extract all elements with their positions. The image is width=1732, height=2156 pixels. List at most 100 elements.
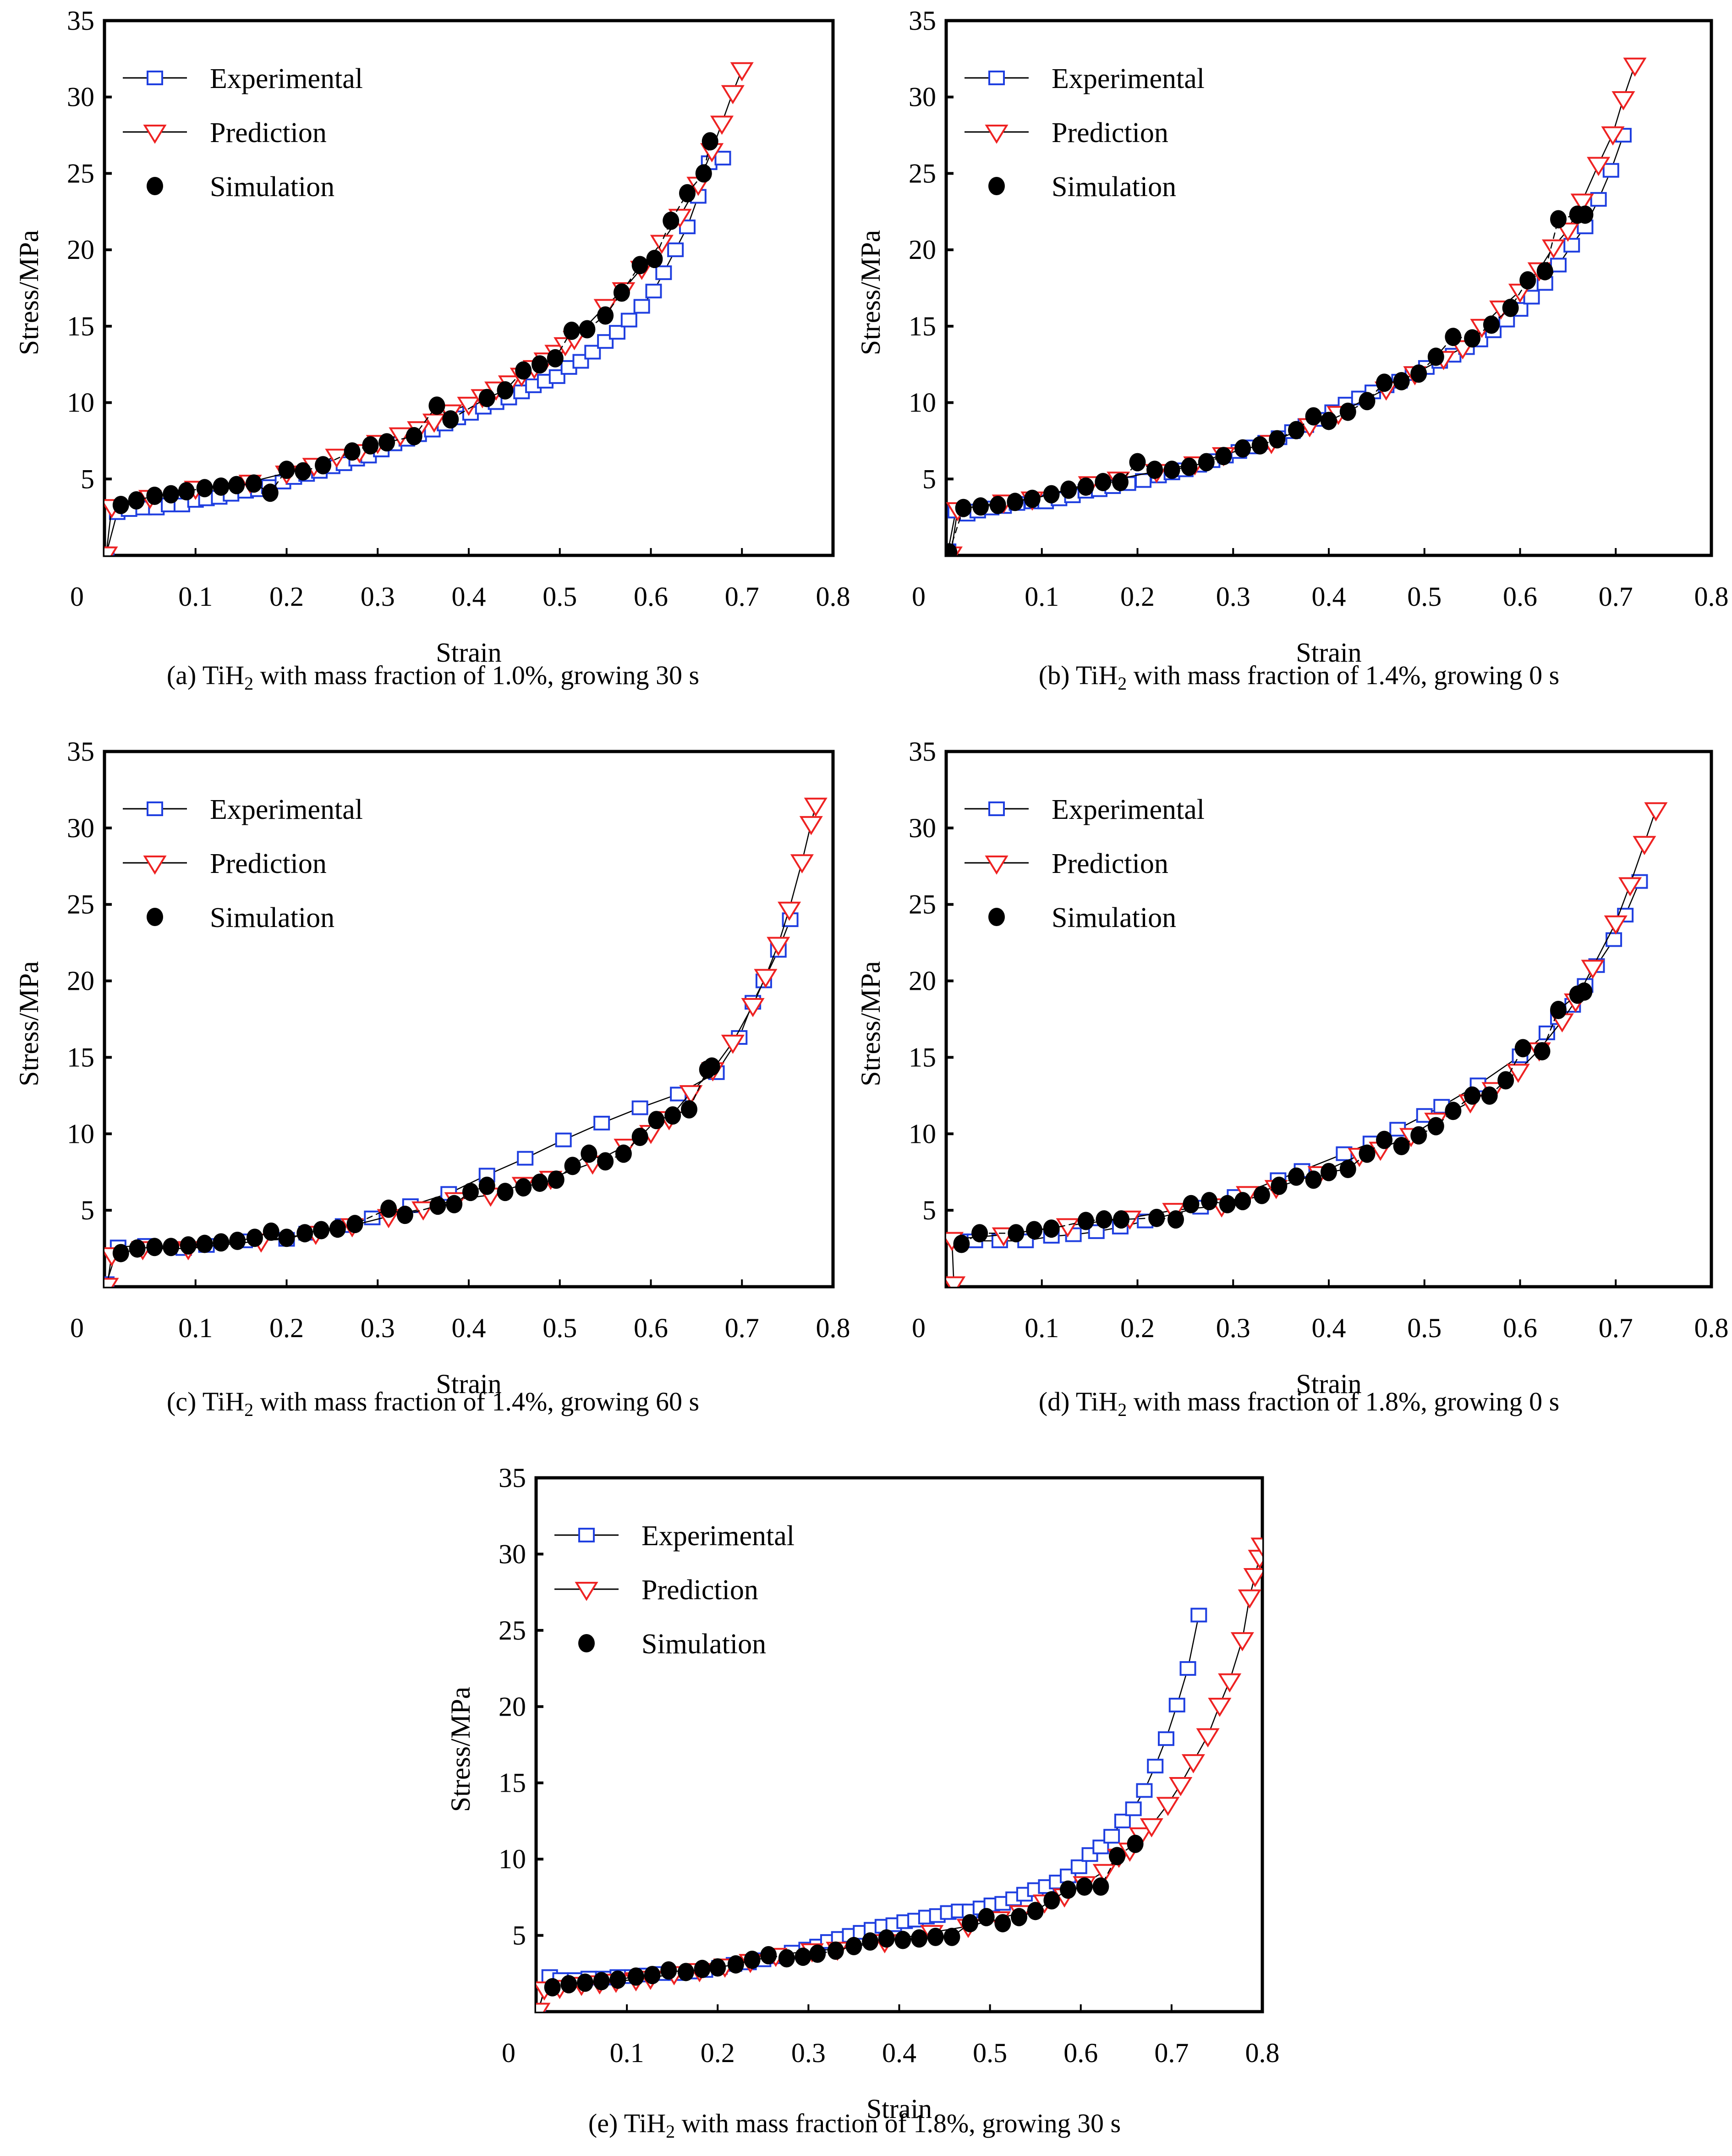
data-point-prediction <box>1092 1864 1116 1883</box>
data-point-simulation <box>631 256 648 274</box>
x-tick-label: 0.7 <box>725 582 759 612</box>
plot-frame <box>944 19 1713 557</box>
data-point-simulation <box>971 1224 988 1243</box>
data-point-prediction <box>1601 126 1625 146</box>
data-point-simulation <box>581 1144 597 1163</box>
panel-b: 0 0.1 0.2 0.3 0.4 0.5 0.6 0.7 0.8 5 10 15 20 25 30 35 St… <box>855 0 1732 715</box>
data-point-experimental <box>1602 163 1619 178</box>
caption-a: (a) TiH2 with mass fraction of 1.0%, gro… <box>0 660 866 694</box>
data-point-simulation <box>955 499 972 517</box>
data-point-simulation <box>627 1967 644 1986</box>
data-point-prediction <box>778 901 801 921</box>
data-point-simulation <box>196 479 213 498</box>
data-point-simulation <box>1198 453 1215 472</box>
data-point-simulation <box>344 442 361 461</box>
data-point-simulation <box>644 1966 661 1985</box>
x-tick-label: 0.3 <box>791 2038 826 2068</box>
x-tick-label: 0.2 <box>269 1313 304 1343</box>
data-point-prediction <box>104 546 118 555</box>
data-point-simulation <box>442 410 459 429</box>
legend-label-simulation: Simulation <box>1052 171 1176 203</box>
data-point-simulation <box>1483 315 1500 334</box>
data-point-simulation <box>1043 485 1060 504</box>
legend-label-experimental: Experimental <box>1052 63 1205 94</box>
data-point-simulation <box>1410 364 1427 383</box>
data-point-simulation <box>1536 262 1553 280</box>
data-point-prediction <box>422 413 446 433</box>
data-point-simulation <box>1339 1160 1356 1179</box>
data-point-simulation <box>446 1195 463 1213</box>
caption-b-suffix: with mass fraction of 1.4%, growing 0 s <box>1127 660 1560 690</box>
data-point-simulation <box>478 389 495 407</box>
data-point-prediction <box>1618 877 1642 897</box>
data-point-experimental <box>608 325 625 340</box>
x-tick-label: 0.1 <box>178 582 213 612</box>
data-point-simulation <box>1201 1192 1218 1211</box>
data-point-simulation <box>246 1229 263 1247</box>
data-point-simulation <box>1129 453 1146 472</box>
data-point-experimental <box>1563 238 1580 253</box>
x-tick-label: 0 <box>912 1313 926 1343</box>
data-point-simulation <box>515 361 532 380</box>
data-point-simulation <box>278 1229 295 1247</box>
data-point-simulation <box>1376 1130 1393 1149</box>
data-point-simulation <box>1011 1908 1028 1926</box>
data-point-simulation <box>613 283 630 302</box>
data-point-prediction <box>1556 222 1580 242</box>
data-point-simulation <box>1550 1000 1567 1019</box>
data-point-experimental <box>1202 1448 1217 1461</box>
legend-marker-experimental <box>147 71 163 85</box>
data-point-experimental <box>1228 1448 1243 1461</box>
data-point-simulation <box>809 1944 826 1963</box>
data-point-prediction <box>325 449 349 468</box>
data-point-prediction <box>1181 1754 1205 1773</box>
x-tick-label: 0.1 <box>1025 1313 1059 1343</box>
data-point-simulation <box>744 1950 761 1969</box>
x-tick-label: 0.8 <box>816 582 850 612</box>
data-point-simulation <box>1024 489 1041 508</box>
legend-marker-experimental <box>988 801 1005 816</box>
series-simulation <box>946 205 1594 555</box>
x-tick-label: 0.5 <box>543 582 577 612</box>
y-tick-label: 10 <box>909 1119 936 1149</box>
data-point-simulation <box>548 1170 565 1189</box>
data-point-simulation <box>1288 421 1305 439</box>
x-tick-label: 0.7 <box>725 1313 759 1343</box>
data-point-simulation <box>1234 1192 1251 1211</box>
data-point-simulation <box>128 491 145 510</box>
panel-d: 0 0.1 0.2 0.3 0.4 0.5 0.6 0.7 0.8 5 10 15 20 25 30 35 St… <box>855 724 1732 1439</box>
caption-b: (b) TiH2 with mass fraction of 1.4%, gro… <box>866 660 1732 694</box>
data-point-simulation <box>1305 407 1322 426</box>
data-point-experimental <box>633 299 650 314</box>
data-point-simulation <box>313 1221 330 1240</box>
data-point-simulation <box>1550 210 1567 229</box>
data-point-prediction <box>1570 193 1594 213</box>
y-tick-label: 10 <box>67 388 94 418</box>
panel-c: 0 0.1 0.2 0.3 0.4 0.5 0.6 0.7 0.8 5 10 15 20 25 30 35 St… <box>0 724 866 1439</box>
x-tick-label: 0.4 <box>452 1313 486 1343</box>
chart-e-svg: 0 0.1 0.2 0.3 0.4 0.5 0.6 0.7 0.8 5 10 15 20 25 30 35 St… <box>445 1448 1280 2124</box>
data-point-prediction <box>721 85 745 104</box>
data-point-simulation <box>497 1183 514 1201</box>
data-point-simulation <box>694 1959 711 1978</box>
data-point-simulation <box>962 1914 979 1932</box>
data-point-experimental <box>667 242 684 258</box>
data-point-simulation <box>1092 1877 1109 1896</box>
x-tick-label: 0 <box>912 582 926 612</box>
legend: Experimental Prediction Simulation <box>123 63 363 203</box>
data-point-simulation <box>1008 1224 1025 1243</box>
legend-marker-prediction <box>985 125 1009 144</box>
legend: Experimental Prediction Simulation <box>554 1520 795 1660</box>
x-tick-label: 0.1 <box>610 2038 644 2068</box>
data-point-simulation <box>1519 271 1536 290</box>
legend-label-prediction: Prediction <box>641 1574 758 1606</box>
data-point-simulation <box>278 461 295 479</box>
data-point-experimental <box>1157 1731 1174 1746</box>
x-axis-title: Strain <box>436 1369 501 1399</box>
legend: Experimental Prediction Simulation <box>965 63 1205 203</box>
data-point-simulation <box>609 1970 626 1989</box>
x-tick-label: 0.7 <box>1599 1313 1633 1343</box>
legend-label-prediction: Prediction <box>1052 117 1168 148</box>
data-point-simulation <box>1269 430 1286 449</box>
x-tick-label: 0.6 <box>1063 2038 1098 2068</box>
